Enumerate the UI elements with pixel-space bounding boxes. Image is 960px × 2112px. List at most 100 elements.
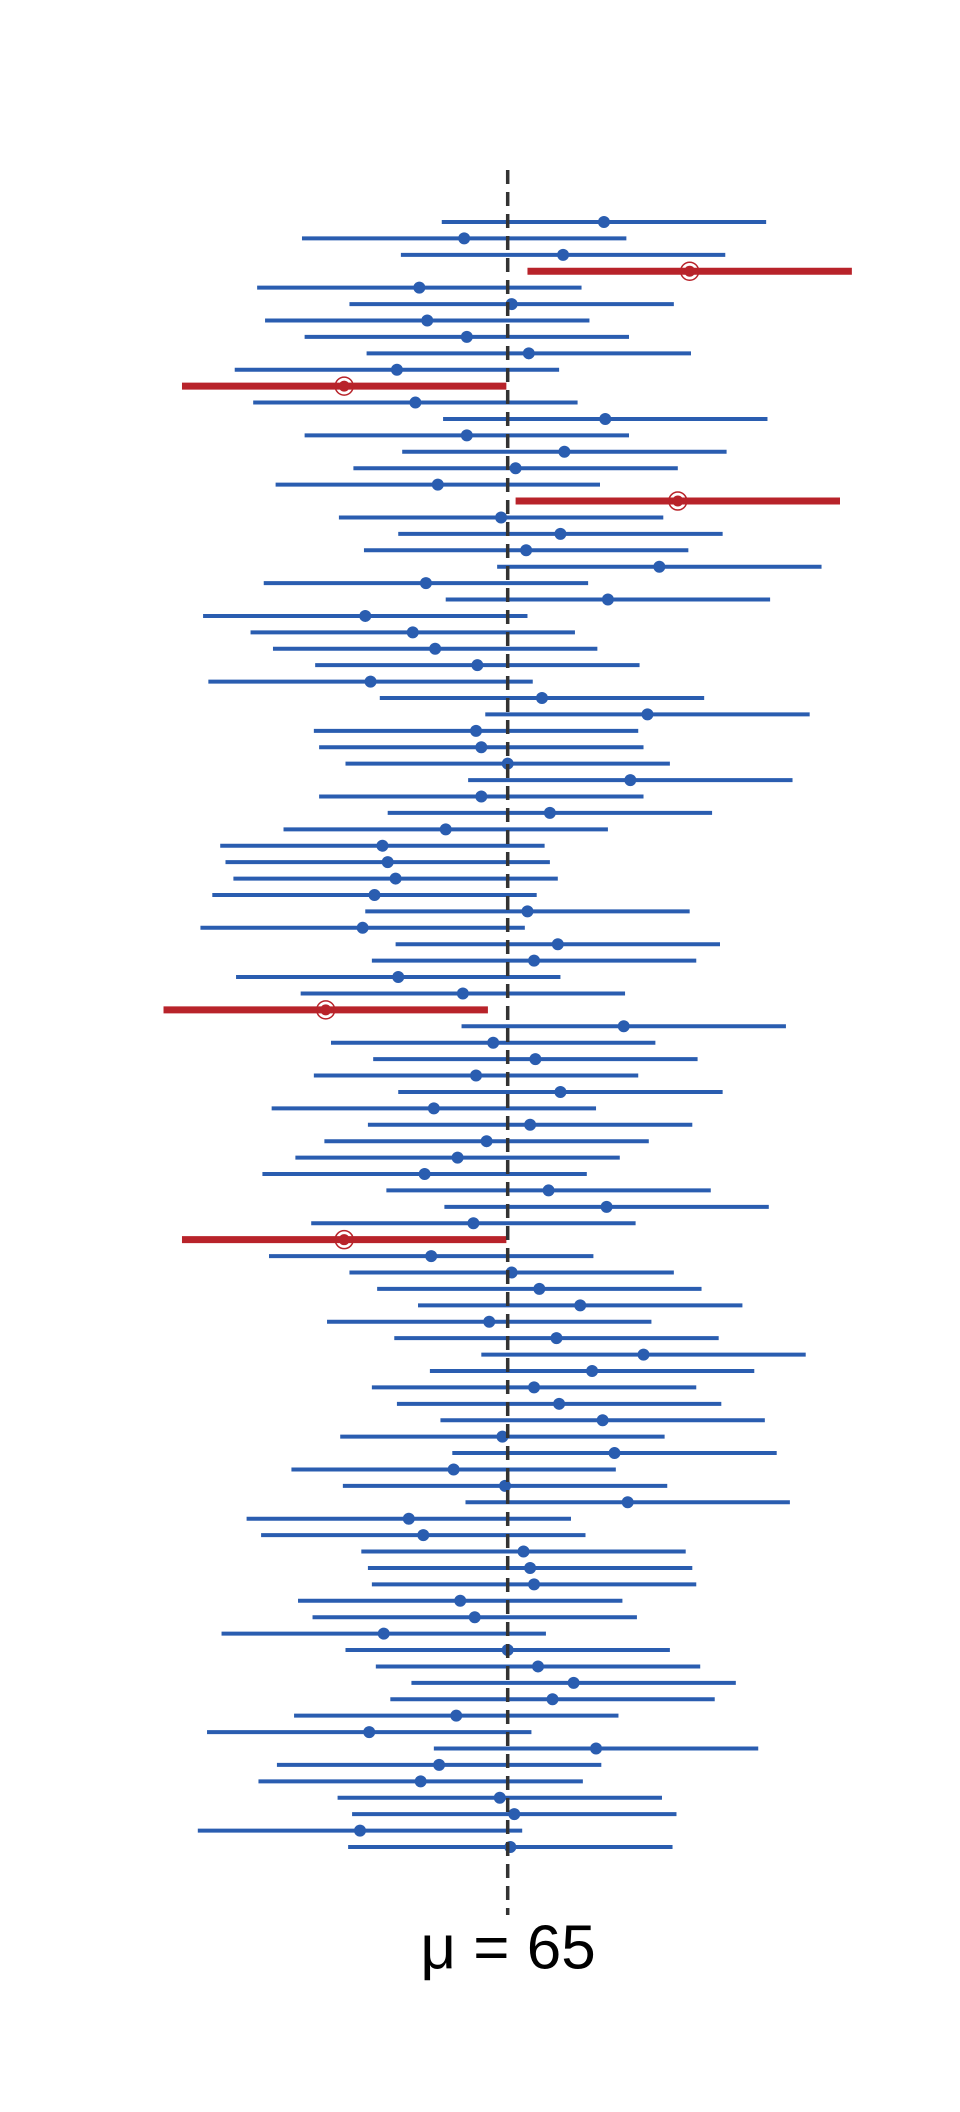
estimate — [409, 396, 422, 409]
estimate — [554, 527, 567, 540]
estimate — [421, 314, 434, 327]
estimate — [468, 1611, 481, 1624]
mu-label: μ = 65 — [420, 1913, 595, 1982]
estimate — [596, 1414, 609, 1427]
estimate-ring — [334, 1229, 354, 1250]
estimate — [520, 544, 533, 557]
estimate — [495, 511, 508, 524]
estimate — [553, 1397, 566, 1410]
estimate — [368, 888, 381, 901]
estimate — [359, 609, 372, 622]
estimate — [574, 1299, 587, 1312]
estimate-ring — [679, 261, 700, 281]
estimate — [528, 954, 541, 967]
estimate — [653, 560, 666, 573]
estimate — [376, 839, 389, 852]
estimate — [624, 774, 637, 787]
estimate — [493, 1791, 506, 1804]
estimate — [586, 1364, 599, 1377]
estimate — [517, 1545, 530, 1558]
estimate — [418, 1168, 431, 1181]
estimate — [406, 626, 419, 639]
estimate — [543, 806, 556, 819]
estimate — [470, 1069, 483, 1082]
estimate — [413, 281, 426, 294]
estimate — [450, 1709, 463, 1722]
estimate — [499, 1479, 512, 1492]
estimate — [456, 987, 469, 1000]
estimate — [599, 412, 612, 425]
estimate — [377, 1627, 390, 1640]
estimate — [454, 1594, 467, 1607]
estimate — [554, 1085, 567, 1098]
estimate — [542, 1184, 555, 1197]
estimate — [546, 1693, 559, 1706]
estimate — [433, 1758, 446, 1771]
estimate — [483, 1315, 496, 1328]
estimate — [501, 757, 514, 770]
estimate — [524, 1118, 537, 1131]
estimate — [621, 1496, 634, 1509]
estimate — [419, 577, 432, 590]
estimate — [557, 248, 570, 261]
estimate — [550, 1332, 563, 1345]
estimate — [487, 1036, 500, 1049]
estimate — [471, 659, 484, 672]
estimate — [535, 692, 548, 705]
estimate — [601, 593, 614, 606]
estimate — [684, 265, 696, 277]
estimate — [641, 708, 654, 721]
estimate — [532, 1660, 545, 1673]
estimate — [590, 1742, 603, 1755]
estimate — [451, 1151, 464, 1164]
estimate — [381, 856, 394, 869]
estimate — [475, 790, 488, 803]
estimate — [431, 478, 444, 491]
estimate — [390, 363, 403, 376]
estimate — [637, 1348, 650, 1361]
estimate — [467, 1217, 480, 1230]
estimate — [521, 905, 534, 918]
estimate — [528, 1381, 541, 1394]
estimate — [389, 872, 402, 885]
estimate — [496, 1430, 509, 1443]
estimate — [447, 1463, 460, 1476]
estimate — [364, 675, 377, 688]
estimate — [338, 1234, 350, 1246]
estimate — [427, 1102, 440, 1115]
estimate — [528, 1578, 541, 1591]
estimate — [597, 216, 610, 228]
estimate — [402, 1512, 415, 1525]
estimate — [533, 1282, 546, 1295]
estimate — [414, 1775, 427, 1788]
estimate — [475, 741, 488, 754]
estimate — [439, 823, 452, 836]
estimate — [338, 380, 350, 392]
estimate — [617, 1020, 630, 1033]
estimate-ring — [315, 1000, 336, 1020]
estimate-ring — [334, 376, 354, 396]
estimate — [600, 1200, 613, 1213]
estimate — [509, 462, 522, 475]
estimate — [529, 1053, 542, 1066]
estimate — [508, 1808, 521, 1821]
estimate — [458, 232, 471, 245]
estimate — [608, 1447, 621, 1460]
estimate — [524, 1561, 537, 1574]
estimate — [480, 1135, 493, 1148]
estimate — [354, 1824, 366, 1837]
estimate — [460, 429, 473, 442]
estimate — [558, 445, 571, 458]
estimate — [425, 1250, 438, 1263]
estimate — [429, 642, 442, 655]
estimate — [392, 971, 405, 984]
estimate — [356, 921, 369, 934]
estimate — [567, 1676, 580, 1689]
estimate — [417, 1529, 430, 1542]
estimate — [551, 938, 564, 951]
estimate — [672, 495, 684, 507]
estimate — [522, 347, 535, 360]
estimate-ring — [668, 491, 688, 511]
